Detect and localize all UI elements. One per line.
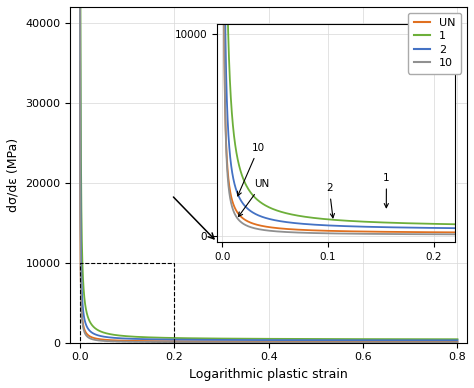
Legend: UN, 1, 2, 10: UN, 1, 2, 10 (408, 12, 461, 74)
Y-axis label: dσ/dε (MPa): dσ/dε (MPa) (7, 138, 20, 212)
X-axis label: Logarithmic plastic strain: Logarithmic plastic strain (189, 368, 348, 381)
